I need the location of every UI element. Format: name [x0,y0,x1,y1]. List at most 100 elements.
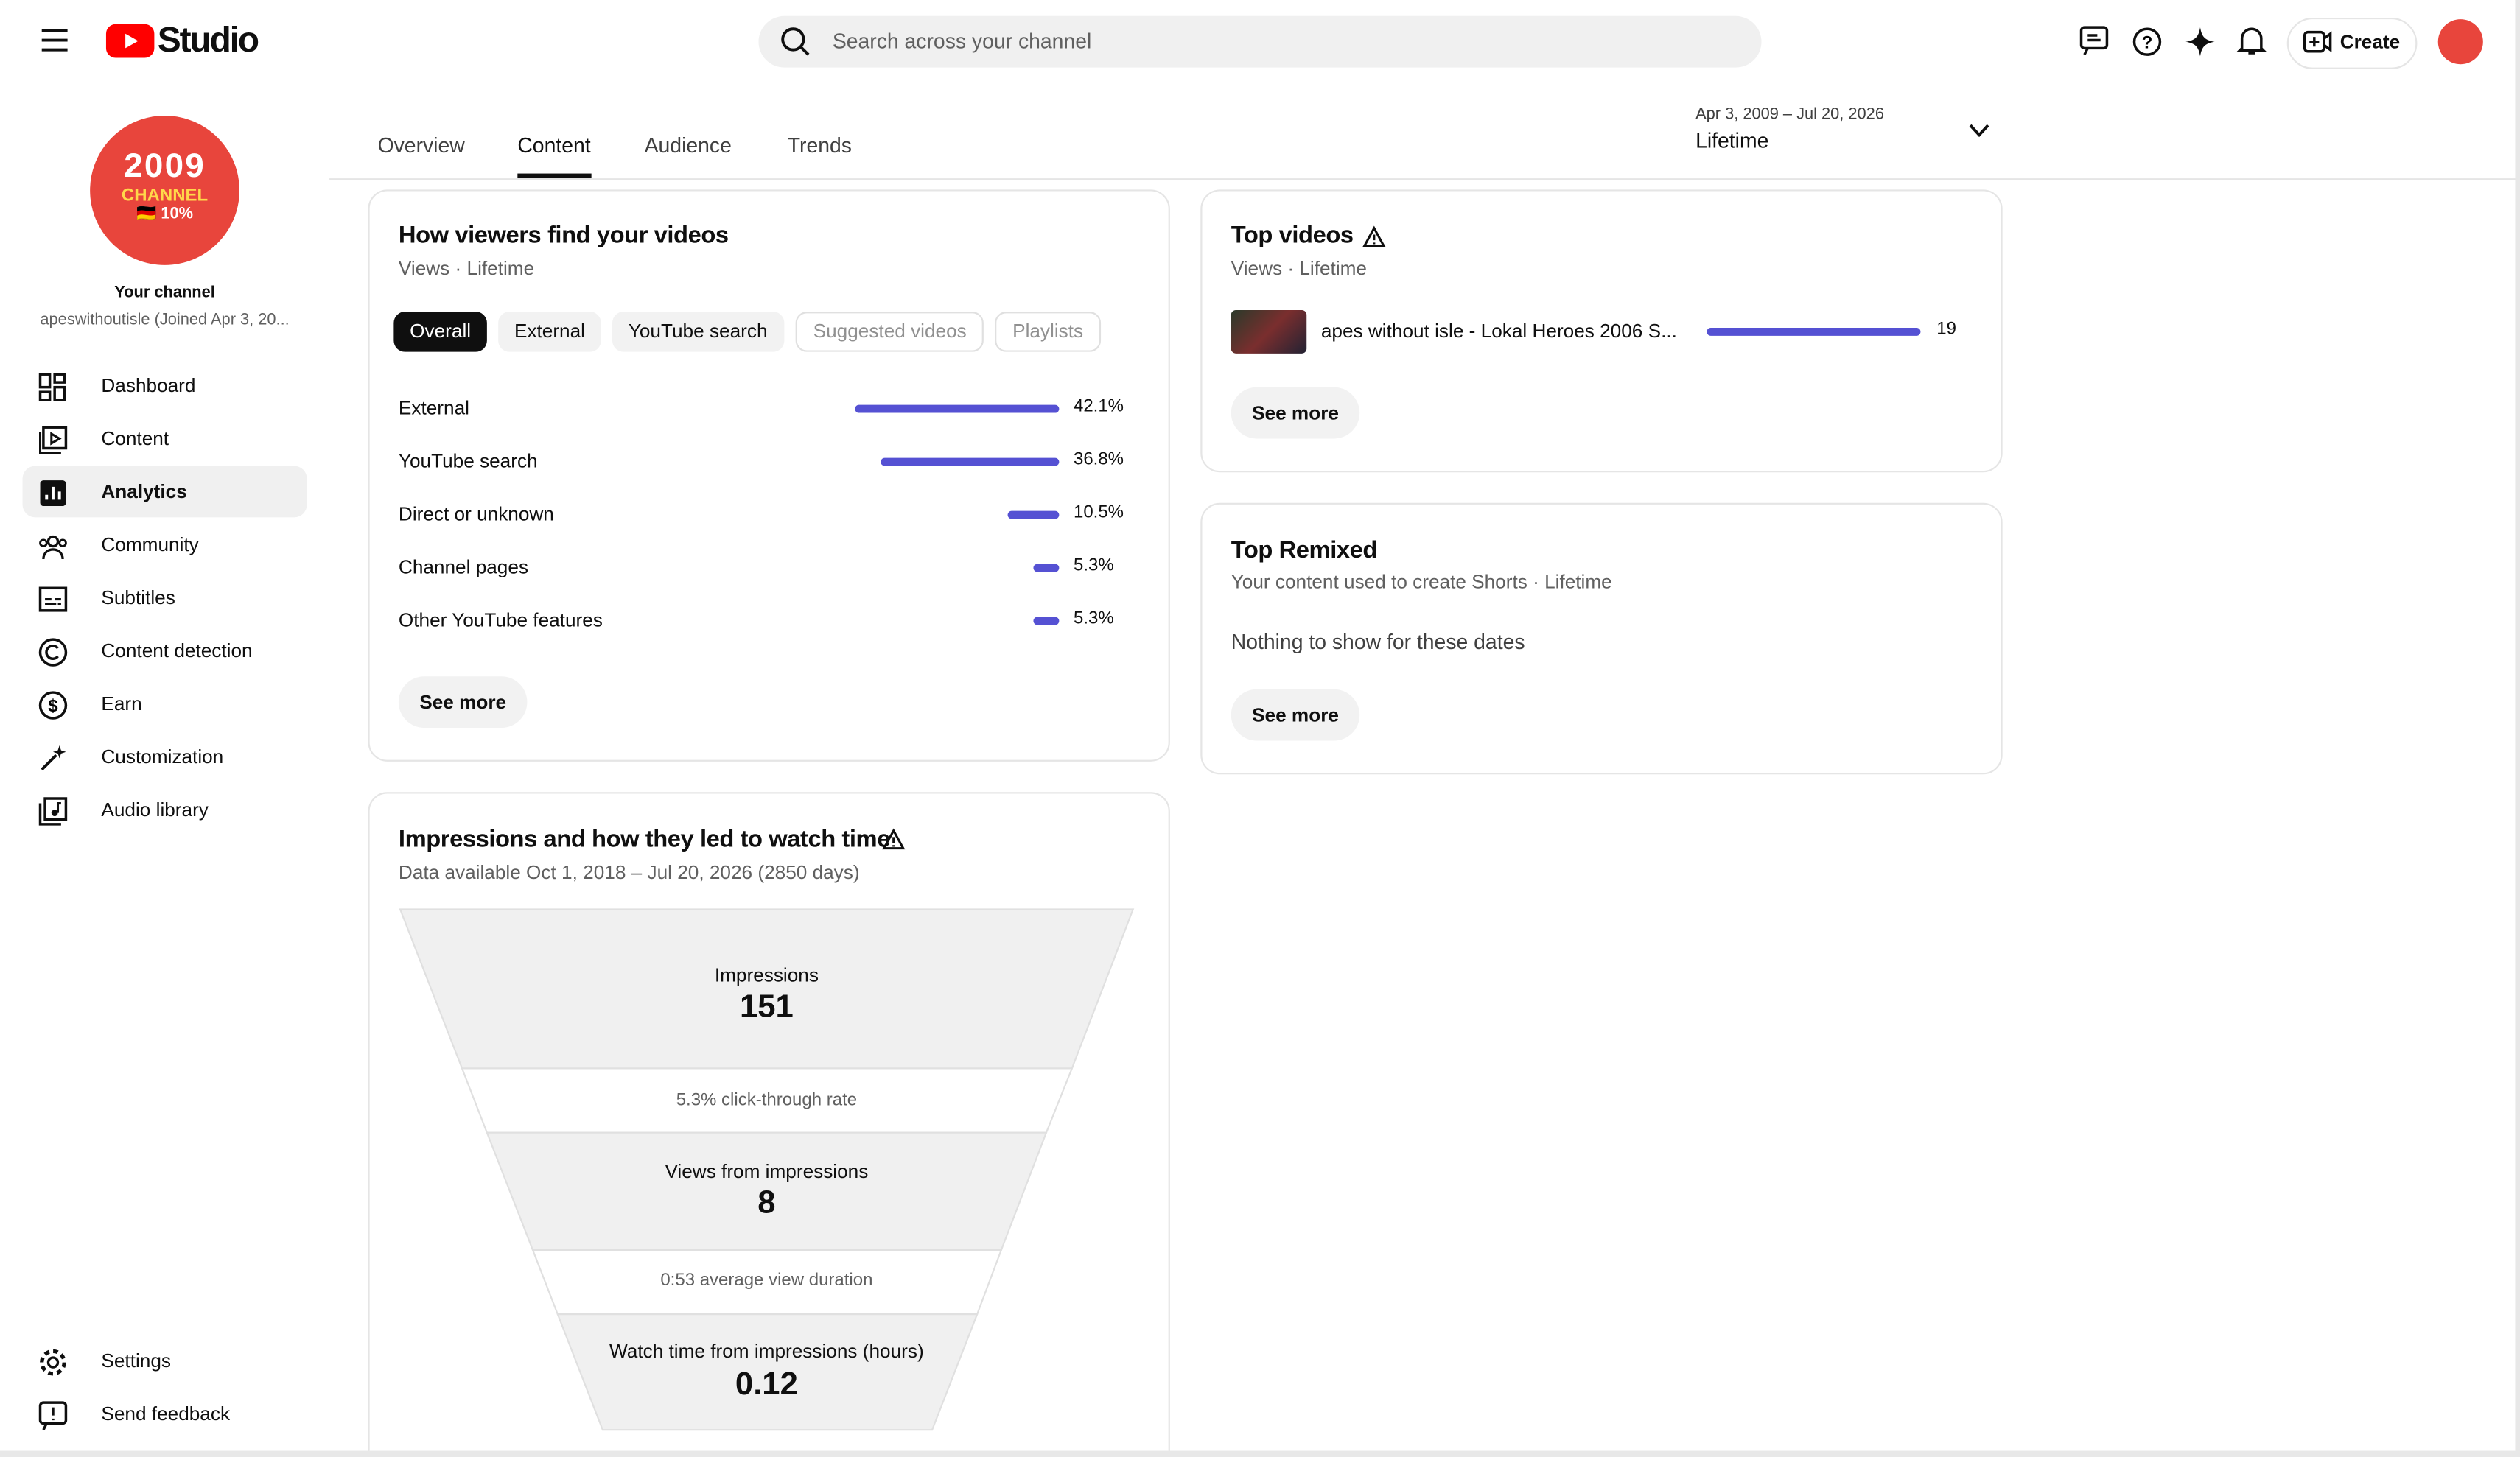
funnel-rate: 5.3% click-through rate [676,1090,858,1111]
ai-icon[interactable] [2185,27,2215,57]
app-name[interactable]: Studio [157,19,259,60]
nav-icon[interactable] [38,1348,67,1377]
filter-chip[interactable]: Playlists [995,312,1102,352]
tab[interactable]: Trends [787,133,852,158]
logo-icon[interactable] [105,24,155,58]
source-percent: 10.5% [1073,502,1124,522]
source-name: Other YouTube features [398,608,603,632]
nav-item[interactable]: Audio library [101,798,209,821]
nav-icon[interactable]: $ [38,691,68,720]
source-name: External [398,396,469,420]
traffic-card [368,189,1170,762]
nav-icon[interactable] [38,638,68,667]
card-title: Top videos [1231,221,1354,250]
nav-item[interactable]: Community [101,533,199,556]
create-icon[interactable] [2303,30,2332,53]
channel-avatar[interactable]: 2009 CHANNEL 🇩🇪 10% [90,116,239,265]
channel-handle: apeswithoutisle (Joined Apr 3, 20... [40,312,290,330]
tab[interactable]: Audience [644,133,732,158]
create-button[interactable] [2286,17,2418,69]
warning-icon[interactable] [882,828,906,850]
funnel-label: Impressions [714,963,819,987]
nav-item[interactable]: Send feedback [101,1402,231,1425]
help-icon[interactable]: ? [2132,27,2162,56]
search-placeholder[interactable]: Search across your channel [832,29,1092,53]
bell-icon[interactable] [2236,26,2267,56]
create-label[interactable]: Create [2339,30,2401,53]
menu-icon[interactable] [41,29,68,52]
search-box[interactable] [758,15,1762,68]
source-percent: 36.8% [1073,449,1124,469]
filter-chip[interactable]: Suggested videos [795,312,984,352]
video-thumbnail[interactable] [1231,309,1307,354]
search-icon[interactable] [781,27,810,56]
nav-item[interactable]: Earn [101,692,142,715]
tab[interactable]: Content [517,133,591,158]
frame-edge [0,1450,2520,1457]
card-title: Top Remixed [1231,536,1378,564]
nav-item[interactable]: Settings [101,1349,171,1372]
source-bar [1033,563,1060,572]
account-avatar[interactable] [2437,19,2483,65]
source-bar [881,457,1060,466]
nav-item[interactable]: Customization [101,745,224,768]
filter-chip[interactable]: External [498,312,601,352]
feedback-icon[interactable] [2079,26,2109,55]
svg-text:$: $ [48,696,57,716]
see-more-button[interactable]: See more [1231,387,1360,439]
card-subtitle: Views · Lifetime [1231,256,1368,280]
nav-icon[interactable] [38,532,67,561]
card-subtitle: Your content used to create Shorts · Lif… [1231,570,1612,593]
funnel-label: Views from impressions [665,1159,869,1183]
card-title: How viewers find your videos [398,221,729,250]
funnel-value: 8 [757,1185,776,1221]
nav-item[interactable]: Dashboard [101,374,196,397]
card-title: Impressions and how they led to watch ti… [398,826,890,854]
funnel-value: 0.12 [735,1367,798,1403]
empty-message: Nothing to show for these dates [1231,629,1525,654]
nav-item[interactable]: Subtitles [101,586,175,609]
card-subtitle: Data available Oct 1, 2018 – Jul 20, 202… [398,861,860,884]
nav-icon[interactable] [38,479,67,508]
video-views: 19 [1936,320,1956,340]
frame-edge [2515,0,2520,1457]
see-more-button[interactable]: See more [1231,689,1360,741]
card-subtitle: Views · Lifetime [398,256,535,280]
nav-icon[interactable] [38,797,68,826]
badge-text: CHANNEL [121,186,209,206]
date-period[interactable]: Lifetime [1695,128,1769,153]
filter-chip[interactable]: Overall [393,312,487,352]
see-more-button[interactable]: See more [398,676,528,728]
funnel-value: 151 [739,989,794,1025]
channel-label: Your channel [114,284,215,303]
chevron-icon[interactable] [1969,124,1989,138]
nav-item[interactable]: Analytics [101,480,187,503]
nav-icon[interactable] [38,373,67,401]
nav-item[interactable]: Content [101,427,169,450]
warning-icon[interactable] [1362,225,1386,247]
source-bar [1033,616,1060,625]
badge-text: 🇩🇪 10% [136,206,194,224]
badge-text: 2009 [124,147,206,185]
source-name: Channel pages [398,555,529,579]
tab-underline [517,173,592,179]
source-name: Direct or unknown [398,502,554,526]
nav-item[interactable]: Content detection [101,639,253,662]
nav-icon[interactable] [38,1401,68,1430]
tab[interactable]: Overview [377,133,465,158]
funnel-label: Watch time from impressions (hours) [609,1340,924,1363]
source-percent: 5.3% [1073,608,1114,628]
nav-icon[interactable] [38,744,67,773]
filter-chip[interactable]: YouTube search [612,312,784,352]
source-percent: 5.3% [1073,555,1114,575]
source-name: YouTube search [398,449,538,473]
video-bar [1707,326,1921,335]
source-bar [855,404,1060,412]
date-range[interactable]: Apr 3, 2009 – Jul 20, 2026 [1695,105,1884,124]
nav-icon[interactable] [38,426,68,454]
source-percent: 42.1% [1073,396,1124,416]
nav-icon[interactable] [38,585,68,614]
video-title[interactable]: apes without isle - Lokal Heroes 2006 S.… [1320,320,1677,343]
